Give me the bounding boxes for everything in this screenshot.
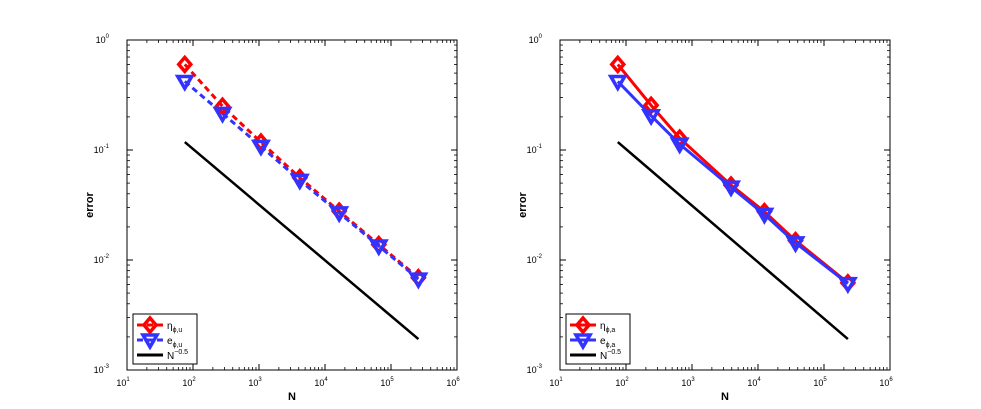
legend-superscript: −0.5 [607, 349, 621, 356]
chart-panel-2: 101 102 103 104 105 10610-310-210-1100Nerrorη… [517, 34, 893, 403]
data-point-marker [669, 137, 690, 155]
data-point-marker [641, 108, 662, 127]
x-tick-label: 101 [549, 377, 563, 388]
axes-box [126, 39, 458, 371]
x-tick-exponent: 4 [757, 377, 761, 383]
x-axis-label: N [721, 391, 729, 403]
series-line-3 [183, 141, 420, 341]
x-tick-label: 103 [681, 377, 695, 388]
data-point-marker [785, 236, 806, 254]
chart-panel-1: 101 102 103 104 105 10610-310-210-1100Nerrorη… [84, 34, 460, 403]
y-tick-exponent: 0 [539, 34, 543, 40]
data-point-marker [250, 139, 271, 157]
data-point-marker [212, 106, 233, 124]
x-axis-label: N [288, 391, 296, 403]
x-tick-exponent: 3 [258, 377, 262, 383]
x-tick-exponent: 6 [889, 377, 893, 383]
x-tick-exponent: 2 [192, 377, 196, 383]
x-tick-label: 105 [380, 377, 394, 388]
x-tick-exponent: 2 [625, 377, 629, 383]
x-tick-label: 105 [813, 377, 827, 388]
x-tick-exponent: 5 [390, 377, 394, 383]
y-axis-label: error [84, 191, 96, 217]
data-point-marker [607, 74, 628, 92]
x-tick-label: 103 [248, 377, 262, 388]
data-point-marker [214, 96, 231, 116]
y-tick-label: 10-2 [94, 254, 110, 265]
x-tick-label: 104 [314, 377, 328, 388]
legend-marker [574, 315, 592, 335]
legend-subscript: ϕ,u [173, 327, 183, 334]
series-line-2 [183, 80, 420, 281]
x-tick-exponent: 3 [691, 377, 695, 383]
x-tick-label: 102 [182, 377, 196, 388]
y-axis-label: error [517, 191, 529, 217]
legend-marker [141, 315, 159, 335]
x-tick-label: 102 [615, 377, 629, 388]
x-tick-label: 106 [879, 377, 893, 388]
y-tick-label: 100 [96, 34, 110, 45]
data-point-marker [289, 173, 310, 191]
y-tick-label: 10-3 [527, 364, 543, 375]
legend-subscript: ϕ,a [606, 342, 616, 349]
y-tick-label: 10-2 [527, 254, 543, 265]
data-point-marker [720, 180, 742, 198]
series-line-3 [616, 141, 849, 341]
data-point-marker [329, 206, 350, 224]
legend-subscript: ϕ,u [173, 342, 183, 349]
series-line-2 [616, 80, 849, 285]
legend-superscript: −0.5 [174, 349, 188, 356]
data-point-marker [368, 239, 389, 257]
y-tick-exponent: -3 [537, 364, 543, 370]
data-point-marker [837, 276, 858, 295]
data-point-marker [408, 272, 429, 290]
y-tick-exponent: -1 [537, 144, 543, 150]
x-tick-label: 104 [747, 377, 761, 388]
x-tick-exponent: 6 [456, 377, 460, 383]
data-point-marker [176, 54, 194, 75]
y-tick-label: 100 [529, 34, 543, 45]
y-tick-exponent: -3 [104, 364, 110, 370]
y-tick-label: 10-1 [94, 144, 110, 155]
x-tick-label: 101 [116, 377, 130, 388]
legend: ηϕ,ueϕ,uN−0.5 [132, 313, 198, 365]
x-tick-exponent: 5 [823, 377, 827, 383]
axes-box [559, 39, 891, 371]
series-line-1 [616, 63, 849, 284]
y-tick-exponent: 0 [106, 34, 110, 40]
data-point-marker [174, 74, 195, 92]
data-point-marker [609, 54, 627, 75]
legend-subscript: ϕ,a [606, 327, 616, 334]
legend-marker [139, 333, 161, 351]
legend-marker [572, 333, 594, 351]
y-tick-label: 10-3 [94, 364, 110, 375]
y-tick-exponent: -1 [104, 144, 110, 150]
y-tick-exponent: -2 [537, 254, 543, 260]
legend: ηϕ,aeϕ,aN−0.5 [565, 313, 631, 365]
y-tick-label: 10-1 [527, 144, 543, 155]
x-tick-exponent: 4 [324, 377, 328, 383]
x-tick-exponent: 1 [559, 377, 563, 383]
x-tick-exponent: 1 [126, 377, 130, 383]
y-tick-exponent: -2 [104, 254, 110, 260]
x-tick-label: 106 [446, 377, 460, 388]
data-point-marker [754, 207, 775, 225]
